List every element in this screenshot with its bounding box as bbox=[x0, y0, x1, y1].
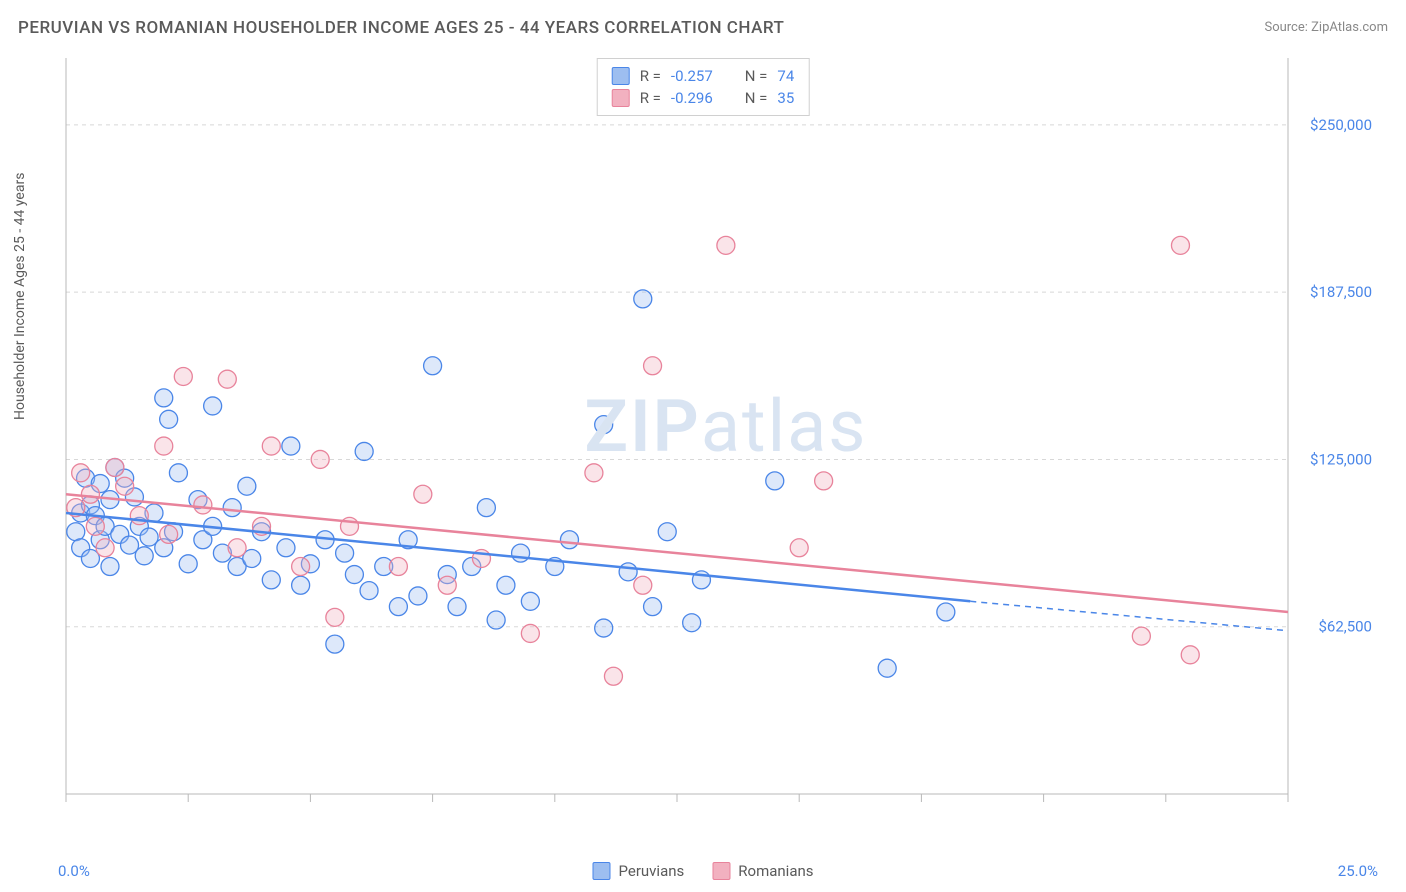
scatter-plot: $62,500 $125,000 $187,500 $250,000 bbox=[58, 50, 1378, 830]
r-value-peruvians: -0.257 bbox=[671, 67, 713, 85]
svg-text:$62,500: $62,500 bbox=[1318, 618, 1372, 636]
n-label: N = bbox=[745, 67, 768, 85]
source-value: ZipAtlas.com bbox=[1311, 20, 1388, 35]
legend-item-peruvians: Peruvians bbox=[592, 862, 684, 880]
source-label: Source: bbox=[1264, 20, 1311, 35]
legend-swatch-peruvians bbox=[592, 862, 610, 880]
x-axis-min-label: 0.0% bbox=[58, 862, 90, 880]
legend-item-romanians: Romanians bbox=[712, 862, 813, 880]
r-label: R = bbox=[640, 67, 661, 85]
legend-swatch-romanians bbox=[612, 89, 630, 107]
n-label: N = bbox=[745, 89, 768, 107]
series-legend: Peruvians Romanians bbox=[592, 862, 813, 880]
legend-swatch-romanians bbox=[712, 862, 730, 880]
n-value-romanians: 35 bbox=[777, 89, 794, 107]
r-label: R = bbox=[640, 89, 661, 107]
x-axis-max-label: 25.0% bbox=[1338, 862, 1378, 880]
n-value-peruvians: 74 bbox=[777, 67, 794, 85]
legend-swatch-peruvians bbox=[612, 67, 630, 85]
source-attribution: Source: ZipAtlas.com bbox=[1264, 20, 1388, 35]
correlation-legend-row-romanians: R = -0.296 N = 35 bbox=[612, 87, 795, 109]
legend-label-peruvians: Peruvians bbox=[618, 862, 684, 880]
svg-text:$187,500: $187,500 bbox=[1310, 283, 1372, 301]
svg-text:$250,000: $250,000 bbox=[1310, 116, 1372, 134]
legend-label-romanians: Romanians bbox=[738, 862, 813, 880]
correlation-legend-row-peruvians: R = -0.257 N = 74 bbox=[612, 65, 795, 87]
svg-text:$125,000: $125,000 bbox=[1310, 450, 1372, 468]
r-value-romanians: -0.296 bbox=[671, 89, 713, 107]
correlation-legend: R = -0.257 N = 74 R = -0.296 N = 35 bbox=[597, 58, 810, 116]
y-axis-label: Householder Income Ages 25 - 44 years bbox=[12, 173, 28, 420]
chart-title: PERUVIAN VS ROMANIAN HOUSEHOLDER INCOME … bbox=[18, 18, 784, 38]
